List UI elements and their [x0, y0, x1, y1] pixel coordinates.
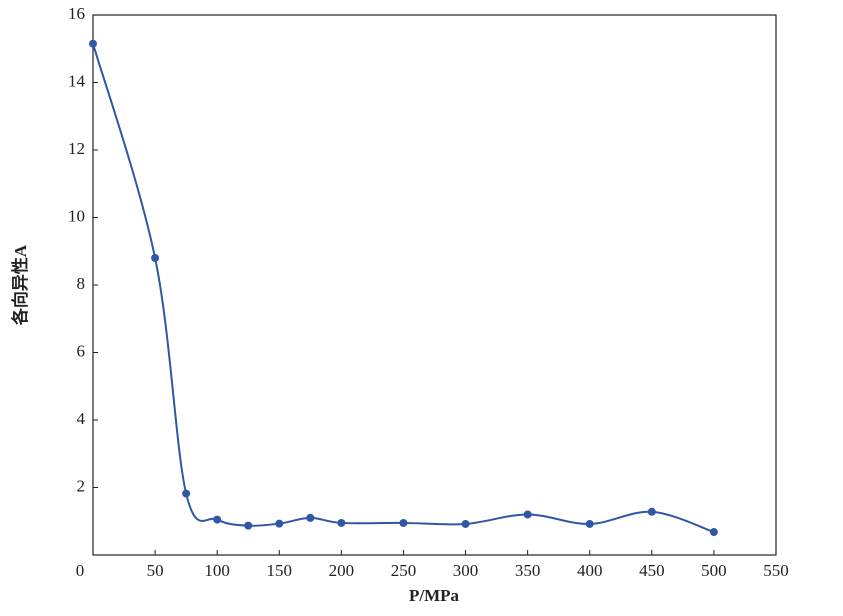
point: [647, 507, 656, 516]
x-tick-label: 350: [515, 561, 541, 580]
x-axis-label: P/MPa: [409, 586, 460, 605]
point: [151, 254, 160, 262]
y-axis-label: 各向异性A: [10, 244, 30, 326]
x-tick-label: 300: [453, 561, 479, 580]
point: [709, 528, 718, 537]
y-tick-label: 8: [77, 274, 86, 293]
x-tick-label: 550: [763, 561, 789, 580]
x-tick-label: 200: [329, 561, 355, 580]
y-tick-label: 2: [77, 476, 86, 495]
line: [92, 43, 715, 534]
point: [182, 489, 191, 498]
y-tick-label: 14: [68, 71, 86, 90]
point: [461, 519, 470, 528]
point: [275, 519, 284, 528]
point: [89, 39, 97, 48]
point: [585, 519, 594, 528]
x-tick-label: 250: [391, 561, 417, 580]
point: [337, 518, 346, 527]
point: [523, 510, 532, 519]
y-tick-label: 16: [68, 4, 85, 23]
y-tick-label: 12: [68, 139, 85, 158]
x-tick-label: 150: [267, 561, 293, 580]
x-tick-label: 0: [76, 561, 85, 580]
point: [399, 518, 408, 527]
x-tick-label: 50: [147, 561, 164, 580]
x-tick-label: 400: [577, 561, 603, 580]
x-tick-label: 450: [639, 561, 665, 580]
y-tick-label: 6: [77, 341, 86, 360]
point: [213, 515, 222, 524]
point: [306, 513, 315, 522]
plot-frame: [92, 14, 777, 556]
x-tick-label: 500: [701, 561, 727, 580]
y-tick-label: 10: [68, 206, 85, 225]
y-tick-label: 4: [77, 409, 86, 428]
x-tick-label: 100: [204, 561, 230, 580]
point: [244, 521, 253, 530]
